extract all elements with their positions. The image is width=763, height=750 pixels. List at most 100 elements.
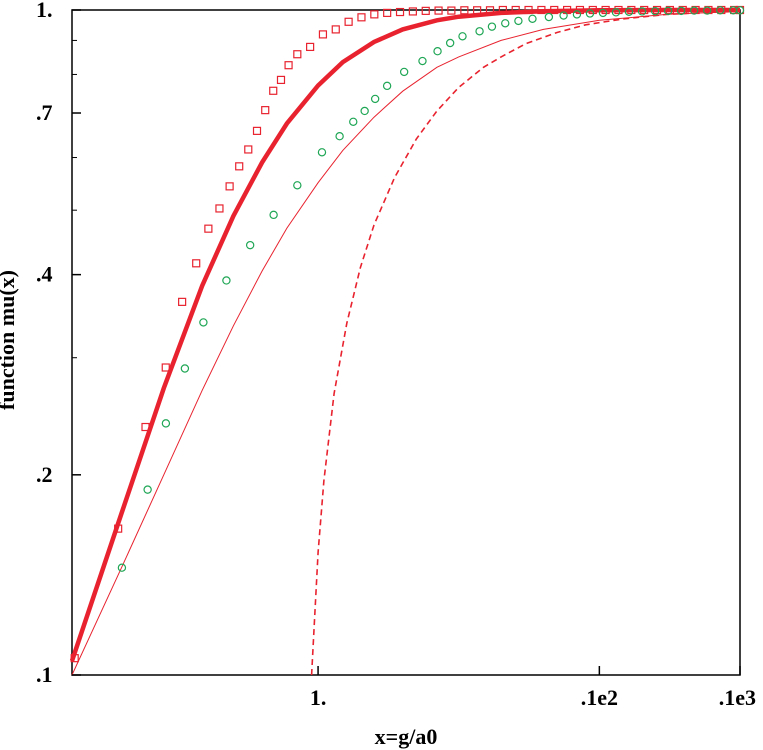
square-marker	[678, 5, 687, 15]
square-marker	[269, 86, 278, 95]
circle-marker	[559, 11, 568, 20]
circle-marker	[161, 419, 171, 428]
square-marker	[640, 5, 649, 15]
square-marker	[652, 5, 662, 15]
square-marker	[434, 6, 443, 15]
square-marker	[141, 422, 150, 432]
square-marker	[293, 50, 302, 59]
square-marker	[284, 61, 293, 70]
circle-marker	[222, 276, 231, 285]
square-marker	[460, 6, 469, 15]
circle-marker	[514, 16, 523, 26]
circle-marker	[598, 8, 608, 18]
circle-marker	[735, 6, 745, 15]
square-marker	[70, 654, 79, 663]
circle-marker	[445, 38, 455, 48]
square-marker	[408, 7, 417, 16]
square-marker	[318, 30, 328, 39]
circle-marker	[117, 563, 127, 572]
x-tick-label: .1e2	[581, 685, 618, 710]
circle-marker	[317, 148, 327, 157]
circle-marker	[611, 8, 621, 17]
y-tick-label: .7	[36, 100, 53, 125]
square-marker	[114, 524, 123, 533]
circle-marker	[676, 6, 686, 16]
square-marker	[485, 6, 495, 15]
series-line-thick	[69, 7, 740, 662]
circle-marker	[689, 6, 699, 15]
circle-marker	[399, 67, 409, 77]
square-marker	[627, 5, 636, 15]
y-tick-label: .4	[36, 262, 53, 287]
circle-marker	[180, 364, 190, 373]
plot-frame	[71, 9, 741, 676]
circle-marker	[528, 14, 537, 23]
circle-marker	[637, 7, 647, 16]
square-marker	[252, 126, 262, 135]
circle-marker	[199, 318, 208, 327]
circle-marker	[335, 131, 344, 141]
circle-marker	[716, 6, 725, 15]
circle-marker	[487, 22, 497, 31]
square-marker	[370, 10, 379, 19]
square-marker	[192, 259, 201, 268]
square-marker	[331, 25, 340, 34]
square-marker	[601, 5, 610, 15]
ticks-layer: .1 .2 .4 .7 1. 1. .1e2 .1e3	[36, 0, 756, 710]
y-tick-label: .1	[36, 662, 53, 687]
square-marker	[235, 162, 244, 171]
square-marker	[261, 106, 270, 115]
square-marker	[395, 7, 405, 17]
square-marker	[511, 5, 520, 15]
square-marker	[537, 5, 546, 15]
circle-marker	[544, 12, 554, 22]
circle-marker	[360, 106, 369, 116]
square-marker	[161, 363, 170, 372]
square-marker	[383, 8, 392, 18]
series-layer	[69, 5, 745, 676]
square-marker	[204, 224, 213, 233]
square-marker	[614, 5, 623, 15]
square-marker	[473, 6, 482, 15]
x-tick-label: 1.	[310, 685, 327, 710]
square-marker	[357, 13, 366, 22]
x-tick-label: .1e3	[719, 685, 756, 710]
square-marker	[498, 5, 507, 15]
circle-marker	[349, 117, 358, 127]
square-marker	[524, 5, 533, 15]
circle-marker	[458, 32, 467, 41]
circle-marker	[418, 56, 427, 66]
series-line-thin	[71, 10, 741, 676]
circle-marker	[663, 6, 673, 16]
circle-marker	[370, 94, 380, 104]
circle-marker	[624, 7, 634, 16]
square-marker	[447, 6, 456, 15]
circle-marker	[433, 47, 442, 56]
square-marker	[421, 6, 430, 15]
circle-marker	[702, 6, 712, 15]
circle-marker	[143, 485, 152, 494]
y-tick-label: .2	[36, 462, 53, 487]
square-marker	[225, 182, 234, 191]
square-marker	[178, 297, 187, 306]
x-axis-title: x=g/a0	[375, 724, 438, 749]
circle-marker	[475, 27, 484, 36]
circle-marker	[650, 6, 660, 16]
square-marker	[550, 5, 559, 15]
circle-marker	[269, 210, 278, 220]
square-marker	[244, 145, 253, 154]
square-marker	[215, 204, 224, 213]
square-marker	[344, 17, 353, 26]
circle-marker	[501, 19, 510, 28]
y-axis-title: function mu(x)	[0, 270, 19, 410]
series-line-dashed	[310, 10, 741, 676]
square-marker	[276, 75, 286, 85]
circle-marker	[382, 81, 392, 91]
circle-marker	[572, 10, 582, 19]
circle-marker	[293, 181, 302, 190]
circle-marker	[585, 9, 595, 18]
square-marker	[306, 42, 315, 52]
y-tick-label: 1.	[36, 0, 53, 22]
circle-marker	[245, 240, 255, 250]
